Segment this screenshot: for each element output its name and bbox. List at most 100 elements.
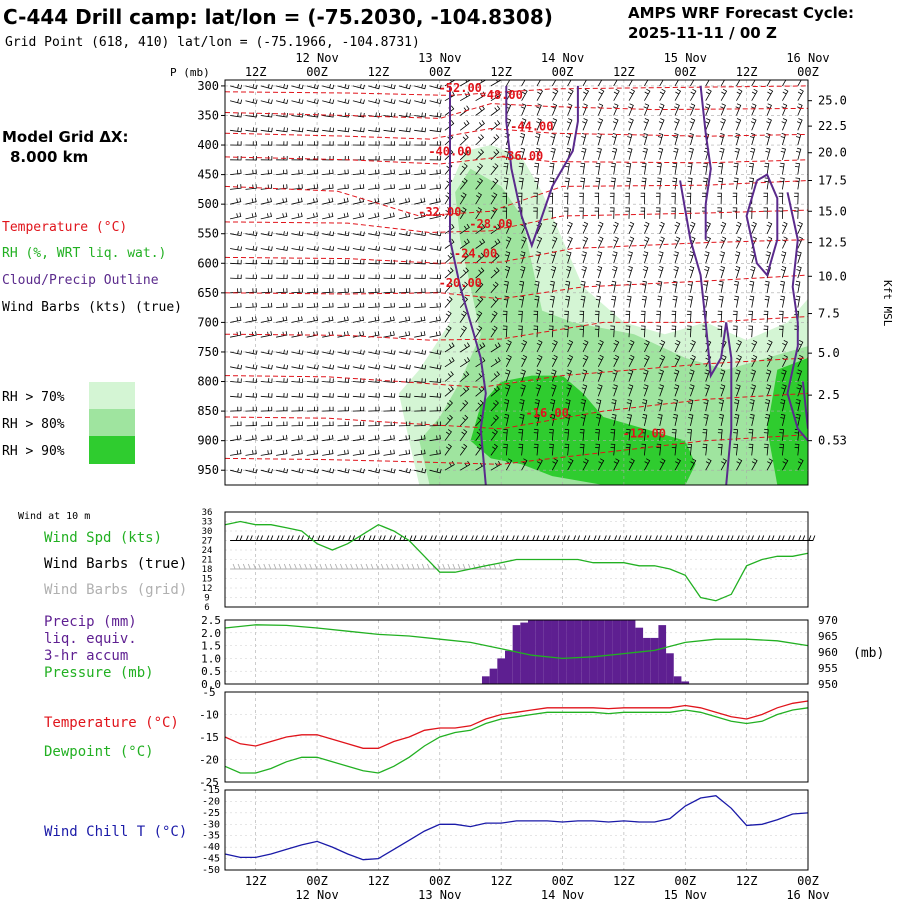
wind-barb-true [751,535,765,541]
wind-barb [322,197,334,205]
wind-barb [337,468,350,474]
wind-barb [322,468,335,474]
wind-barb [352,274,365,280]
wind-barb [521,236,527,249]
wind-barb [613,236,619,249]
wind-barb [398,127,411,133]
wind-barb [322,259,334,265]
height-tick-label: 15.0 [818,204,847,218]
wind-barb [521,88,528,101]
wind-barb [460,91,471,102]
wind-barb [260,83,273,90]
wind-barb [245,259,257,265]
wind-barb [690,88,697,101]
wind-barb [398,259,411,265]
wind-barb [582,354,589,367]
precip-bar [627,620,636,684]
temperature-contour [225,103,808,119]
wind-barb [398,288,411,294]
temperature-label: -20.00 [439,276,482,290]
wind-barb [459,105,470,116]
wind-barb [551,118,558,131]
wind-barb [490,267,500,279]
wind-barb [291,378,304,383]
wind-barb [352,245,365,251]
wind-barb [548,310,554,323]
wind-barb-true [537,535,550,541]
wind-barb [518,177,524,190]
wind-barb [536,103,542,116]
wind-barb [352,169,365,175]
wind-barb [444,443,452,456]
wind-barb-true [669,535,683,541]
wind-barb [230,434,242,442]
wind-barb [519,413,525,426]
wind-barb [490,357,501,368]
wind-barb [322,212,334,220]
wind-barb [689,221,696,234]
wind-barb [475,223,486,235]
legend-wind-grid: Wind Barbs (grid) [44,582,187,598]
wind-barb [781,103,788,116]
wind-barb [459,177,468,190]
precip-tick-label: 2.0 [201,627,221,640]
precip-bar [589,620,598,684]
wind-barb [245,302,257,308]
wind-barb [398,434,411,442]
wind-barb-grid [322,563,333,570]
wind-tick-label: 21 [202,556,213,566]
wind-barb [276,274,288,280]
wind-barb [291,449,303,456]
wind-barb [643,369,649,382]
wind-barb-true [762,535,775,541]
wind-barb [230,421,242,427]
precip-bar [658,625,667,684]
wind-barb [230,127,242,133]
wind-barb [690,340,696,353]
wind-barb-grid [230,563,241,570]
wind-barb [322,231,335,237]
wind-barb [780,399,786,412]
wind-barb [597,80,603,87]
top-panel-content [225,80,808,485]
wind-barb [490,371,500,382]
precip-bar [535,620,544,684]
wind-barb [459,400,469,412]
wind-barb [735,118,742,131]
wind-barb [656,310,661,323]
wind-barb [626,413,632,426]
wind-barb [490,223,501,235]
wind-barb [245,127,258,133]
wind-barb [490,443,498,456]
grid-label-1: Model Grid ΔX: [2,128,129,146]
wind-barb [594,207,600,219]
wind-barb [260,449,273,456]
wind-barb [579,325,585,338]
wind-barb [627,369,634,382]
wind-barb [276,392,288,398]
wind-barb [748,325,753,338]
legend-windchill: Wind Chill T (°C) [44,824,187,840]
wind-barb [657,295,663,308]
wind-barb [656,443,662,456]
wind-barb [596,147,602,160]
wind-barb [322,364,335,370]
wind-barb [734,266,741,279]
wind-barb [765,147,771,160]
wind-barb [671,207,676,219]
wind-barb [291,331,303,338]
wind-barb [398,231,411,237]
wind-barb [610,162,616,175]
wind-barb [352,127,365,133]
wind-barb [352,421,365,427]
wind-barb [245,468,258,474]
wind-barb [717,428,723,441]
wind-barb [564,428,570,441]
wind-barb-true [414,535,427,541]
wind-barb [751,221,757,234]
rh-region-rh90 [470,375,696,485]
day-label-top: 13 Nov [418,51,461,65]
wind-barb-true [792,535,806,541]
wind-barb-true [598,535,611,541]
wind-barb [352,316,365,323]
